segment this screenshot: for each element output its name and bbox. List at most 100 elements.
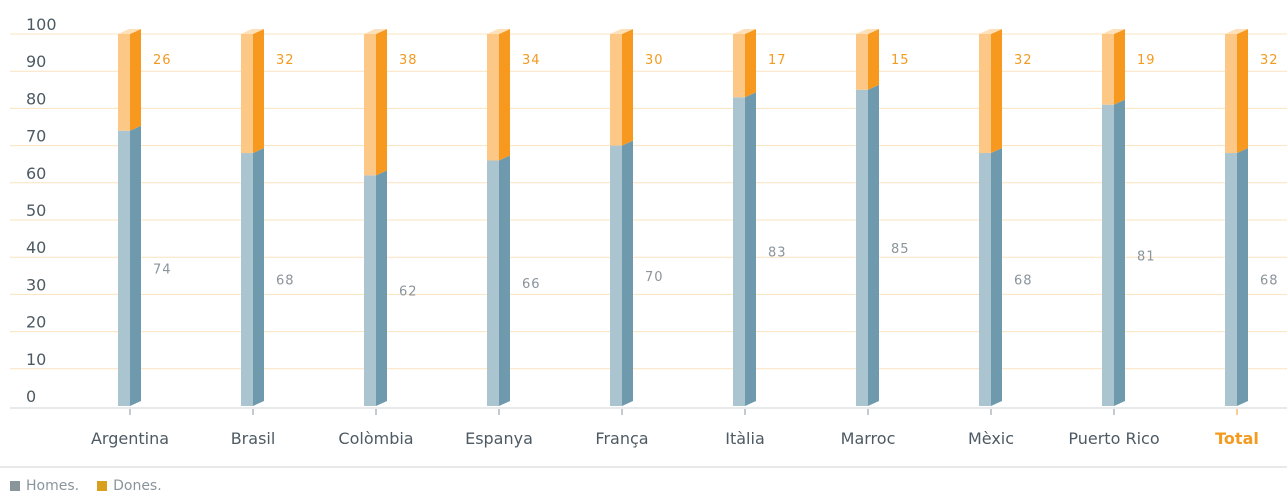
bar-men-front-mèxic (979, 153, 991, 406)
data-label-women-total: 32 (1260, 53, 1279, 68)
y-tick-70: 70 (26, 127, 46, 146)
gridlines (10, 33, 1287, 370)
y-axis-tick-labels: 0 10 20 30 40 50 60 70 80 90 100 (26, 15, 57, 406)
bar-men-front-puerto-rico (1102, 104, 1114, 407)
bar-top-brasil (241, 29, 264, 34)
y-tick-80: 80 (26, 89, 46, 108)
y-tick-90: 90 (26, 52, 46, 71)
legend-item-men: Homes. (10, 478, 79, 494)
bar-men-side-puerto-rico (1114, 99, 1125, 407)
bar-men-side-espanya (499, 155, 510, 406)
x-tick-puerto-rico: Puerto Rico (1068, 429, 1159, 448)
bar-men-side-colòmbia (376, 170, 387, 406)
data-label-men-marroc: 85 (891, 242, 910, 257)
bar-women-front-colòmbia (364, 34, 376, 176)
bar-top-espanya (487, 29, 510, 34)
x-tick-frança: França (595, 429, 648, 448)
legend: Homes. Dones. (10, 478, 162, 494)
x-tick-argentina: Argentina (91, 429, 169, 448)
bar-top-colòmbia (364, 29, 387, 34)
y-tick-10: 10 (26, 350, 46, 369)
bar-top-total (1225, 29, 1248, 34)
bar-men-side-total (1237, 148, 1248, 407)
legend-swatch-women (97, 481, 108, 491)
bar-women-side-frança (622, 29, 633, 146)
x-tick-brasil: Brasil (231, 429, 276, 448)
data-label-women-puerto-rico: 19 (1137, 53, 1156, 68)
data-label-women-brasil: 32 (276, 53, 295, 68)
data-label-men-puerto-rico: 81 (1137, 249, 1156, 264)
x-tick-espanya: Espanya (465, 429, 533, 448)
bar-men-front-total (1225, 153, 1237, 406)
bar-men-side-marroc (868, 84, 879, 407)
data-label-women-argentina: 26 (153, 53, 172, 68)
data-labels: 74 26 68 32 62 38 66 34 70 30 83 17 85 15 68 32 81 19 68 32 (153, 53, 1279, 300)
data-label-women-mèxic: 32 (1014, 53, 1033, 68)
data-label-men-brasil: 68 (276, 274, 295, 289)
bar-men-front-itàlia (733, 97, 745, 407)
bar-women-side-mèxic (991, 29, 1002, 154)
bar-men-side-brasil (253, 148, 264, 407)
bar-women-side-total (1237, 29, 1248, 154)
x-tick-colòmbia: Colòmbia (338, 429, 413, 448)
bar-women-front-total (1225, 34, 1237, 154)
bar-women-front-marroc (856, 34, 868, 90)
bar-women-front-brasil (241, 34, 253, 154)
bar-men-front-marroc (856, 89, 868, 407)
data-label-men-mèxic: 68 (1014, 274, 1033, 289)
bar-men-front-frança (610, 145, 622, 406)
y-tick-50: 50 (26, 201, 46, 220)
legend-label-women: Dones. (113, 478, 162, 494)
bar-women-front-mèxic (979, 34, 991, 154)
y-tick-30: 30 (26, 275, 46, 294)
bar-men-side-mèxic (991, 148, 1002, 407)
data-label-men-colòmbia: 62 (399, 285, 418, 300)
bar-women-side-argentina (130, 29, 141, 131)
bar-men-side-argentina (130, 125, 141, 406)
data-label-women-colòmbia: 38 (399, 53, 418, 68)
bar-top-mèxic (979, 29, 1002, 34)
bar-women-side-itàlia (745, 29, 756, 98)
x-axis-tick-labels: Argentina Brasil Colòmbia Espanya França Itàl… (91, 429, 1259, 448)
x-tick-total: Total (1215, 429, 1259, 448)
bar-women-side-marroc (868, 29, 879, 90)
x-tick-marroc: Marroc (841, 429, 896, 448)
bar-top-argentina (118, 29, 141, 34)
bar-top-itàlia (733, 29, 756, 34)
data-label-women-itàlia: 17 (768, 53, 787, 68)
y-tick-60: 60 (26, 164, 46, 183)
data-label-men-itàlia: 83 (768, 246, 787, 261)
bar-women-side-puerto-rico (1114, 29, 1125, 105)
bar-women-front-argentina (118, 34, 130, 131)
data-label-men-espanya: 66 (522, 277, 541, 292)
x-tick-mèxic: Mèxic (968, 429, 1014, 448)
data-label-men-total: 68 (1260, 274, 1279, 289)
y-tick-0: 0 (26, 387, 36, 406)
bar-top-frança (610, 29, 633, 34)
legend-item-women: Dones. (97, 478, 162, 494)
x-axis (0, 407, 1287, 468)
bar-women-front-frança (610, 34, 622, 146)
bar-women-front-espanya (487, 34, 499, 161)
legend-swatch-men (10, 481, 20, 491)
x-tick-itàlia: Itàlia (725, 429, 765, 448)
bar-women-side-brasil (253, 29, 264, 154)
data-label-men-argentina: 74 (153, 262, 172, 277)
data-label-women-marroc: 15 (891, 53, 910, 68)
bar-men-front-brasil (241, 153, 253, 406)
bar-women-front-itàlia (733, 34, 745, 98)
bar-top-puerto-rico (1102, 29, 1125, 34)
bar-men-front-argentina (118, 130, 130, 406)
bar-women-side-colòmbia (376, 29, 387, 176)
bar-men-front-colòmbia (364, 175, 376, 406)
bar-women-front-puerto-rico (1102, 34, 1114, 105)
bar-men-side-frança (622, 140, 633, 406)
y-tick-100: 100 (26, 15, 57, 34)
bar-top-marroc (856, 29, 879, 34)
data-label-women-frança: 30 (645, 53, 664, 68)
bars (118, 29, 1248, 407)
legend-label-men: Homes. (26, 478, 80, 494)
bar-women-side-espanya (499, 29, 510, 161)
data-label-women-espanya: 34 (522, 53, 541, 68)
